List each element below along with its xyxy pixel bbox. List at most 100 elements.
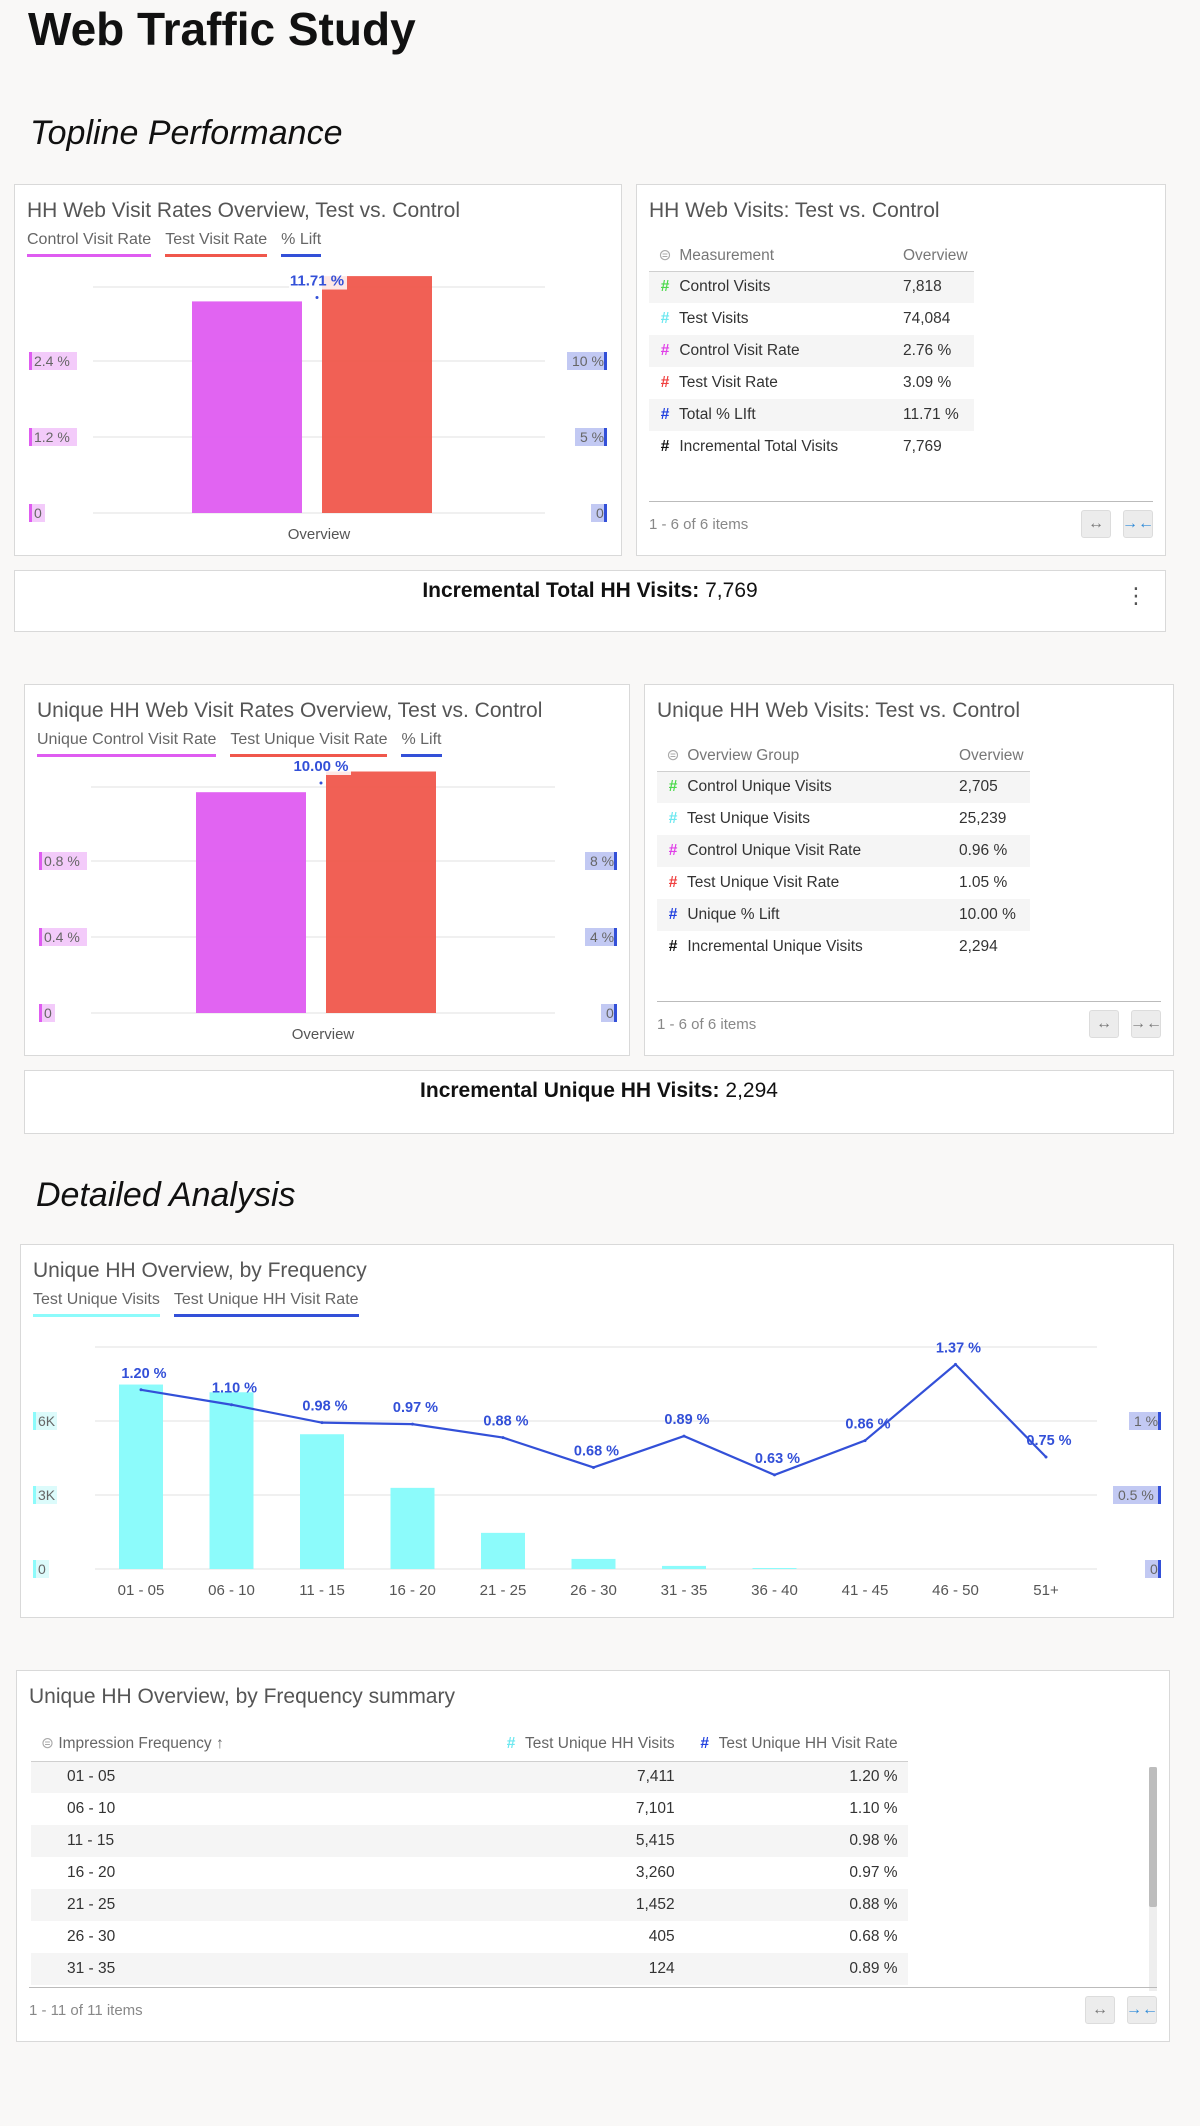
- table-row[interactable]: 26 - 30 405 0.68 %: [31, 1921, 908, 1953]
- hash-icon: #: [668, 842, 678, 859]
- unique-web-visits-table: ⊜ Overview Group Overview # Control Uniq…: [657, 741, 1030, 963]
- row-value: 7,818: [897, 271, 974, 303]
- chart-legend: Control Visit Rate Test Visit Rate % Lif…: [27, 231, 322, 257]
- table-row[interactable]: # Test Visit Rate 3.09 %: [649, 367, 974, 399]
- visit-rate-cell: 0.98 %: [684, 1825, 908, 1857]
- table-row[interactable]: # Incremental Unique Visits 2,294: [657, 931, 1030, 963]
- hash-icon: #: [668, 906, 678, 923]
- table-row[interactable]: 21 - 25 1,452 0.88 %: [31, 1889, 908, 1921]
- y-axis-tick-label: 3K: [38, 1487, 56, 1503]
- frequency-summary-table: ⊜ Impression Frequency ↑ # Test Unique H…: [31, 1727, 908, 1985]
- row-label: Total % LIft: [679, 406, 756, 423]
- expand-button[interactable]: ↔: [1081, 510, 1111, 538]
- pager-info: 1 - 11 of 11 items: [29, 2002, 143, 2019]
- row-label-cell: # Control Unique Visit Rate: [657, 835, 953, 867]
- frequency-cell: 31 - 35: [31, 1953, 491, 1985]
- axis-tick-marker: [33, 1560, 36, 1578]
- lift-label-bg: [289, 271, 347, 290]
- table-row[interactable]: 16 - 20 3,260 0.97 %: [31, 1857, 908, 1889]
- table-row[interactable]: # Test Unique Visits 25,239: [657, 803, 1030, 835]
- expand-button[interactable]: ↔: [1089, 1010, 1119, 1038]
- hash-icon: #: [660, 406, 670, 423]
- collapse-button[interactable]: →←: [1130, 1010, 1162, 1038]
- visit-rates-chart-card: HH Web Visit Rates Overview, Test vs. Co…: [14, 184, 622, 556]
- more-options-icon[interactable]: ⋮: [1125, 583, 1147, 608]
- collapse-button[interactable]: →←: [1126, 1996, 1158, 2024]
- x-axis-label: Overview: [288, 526, 351, 543]
- table-row[interactable]: 31 - 35 124 0.89 %: [31, 1953, 908, 1985]
- visits-cell: 5,415: [491, 1825, 685, 1857]
- lift-point: [319, 781, 323, 785]
- row-label-cell: # Total % LIft: [649, 399, 897, 431]
- bar-test-unique-visits: [300, 1434, 344, 1569]
- table-row[interactable]: 11 - 15 5,415 0.98 %: [31, 1825, 908, 1857]
- legend-item-test-unique-visit-rate[interactable]: Test Unique Visit Rate: [230, 731, 388, 757]
- y2-axis-tick-label: 10 %: [572, 353, 604, 369]
- line-point: [320, 1421, 324, 1425]
- section-title-topline: Topline Performance: [30, 114, 343, 152]
- table-row[interactable]: # Control Visit Rate 2.76 %: [649, 335, 974, 367]
- row-value: 11.71 %: [897, 399, 974, 431]
- table-row[interactable]: 06 - 10 7,101 1.10 %: [31, 1793, 908, 1825]
- row-value: 3.09 %: [903, 374, 952, 391]
- column-header-impression-frequency[interactable]: ⊜ Impression Frequency ↑: [31, 1727, 491, 1762]
- legend-item-test-unique-hh-visit-rate[interactable]: Test Unique HH Visit Rate: [173, 1291, 359, 1317]
- column-header-test-unique-hh-visit-rate[interactable]: # Test Unique HH Visit Rate: [684, 1727, 908, 1762]
- table-row[interactable]: # Test Unique Visit Rate 1.05 %: [657, 867, 1030, 899]
- bar-test-unique-visits: [119, 1384, 163, 1569]
- visit-rate-cell: 1.10 %: [849, 1800, 898, 1817]
- axis-tick-marker: [39, 852, 42, 870]
- table-title: Unique HH Web Visits: Test vs. Control: [657, 699, 1020, 722]
- column-header-test-unique-hh-visits[interactable]: # Test Unique HH Visits: [491, 1727, 685, 1762]
- axis-tick-marker: [33, 1412, 36, 1430]
- scrollbar-thumb[interactable]: [1149, 1767, 1157, 1907]
- unique-web-visits-table-card: Unique HH Web Visits: Test vs. Control ⊜…: [644, 684, 1174, 1056]
- row-value: 2.76 %: [897, 335, 974, 367]
- legend-item-test-visit-rate[interactable]: Test Visit Rate: [165, 231, 268, 257]
- legend-item-test-unique-visits[interactable]: Test Unique Visits: [33, 1291, 160, 1317]
- line-data-label: 1.20 %: [121, 1366, 166, 1382]
- bar-test-unique-visits: [209, 1392, 254, 1569]
- hash-icon: #: [660, 278, 670, 296]
- axis-tick-bg: [585, 852, 617, 870]
- visit-rate-cell: 0.88 %: [684, 1889, 908, 1921]
- column-header-measurement[interactable]: ⊜ Measurement: [649, 241, 897, 272]
- column-header-overview[interactable]: Overview: [953, 741, 1030, 772]
- bar-test-unique-visits: [481, 1532, 525, 1569]
- x-axis-tick-label: 06 - 10: [208, 1582, 255, 1599]
- expand-button[interactable]: ↔: [1085, 1996, 1115, 2024]
- sort-ascending-icon[interactable]: ↑: [215, 1735, 224, 1753]
- table-row[interactable]: # Control Visits 7,818: [649, 271, 974, 303]
- hash-icon: #: [660, 374, 670, 391]
- axis-tick-marker: [614, 1004, 617, 1022]
- table-row[interactable]: # Test Visits 74,084: [649, 303, 974, 335]
- hash-icon: #: [660, 438, 670, 455]
- lift-label-bg: [293, 757, 351, 775]
- lift-data-label: 11.71 %: [290, 273, 344, 290]
- y-axis-tick-label: 0: [38, 1561, 46, 1577]
- bar-test: [326, 771, 436, 1013]
- axis-tick-marker: [1158, 1486, 1161, 1504]
- table-row[interactable]: # Control Unique Visits 2,705: [657, 771, 1030, 803]
- row-label: Control Unique Visits: [687, 778, 832, 796]
- table-row[interactable]: 01 - 05 7,411 1.20 %: [31, 1761, 908, 1793]
- table-row[interactable]: # Incremental Total Visits 7,769: [649, 431, 974, 463]
- table-row[interactable]: # Total % LIft 11.71 %: [649, 399, 974, 431]
- column-header-overview[interactable]: Overview: [897, 241, 974, 272]
- frequency-cell: 21 - 25: [31, 1889, 491, 1921]
- visits-cell: 1,452: [491, 1889, 685, 1921]
- table-row[interactable]: # Unique % Lift 10.00 %: [657, 899, 1030, 931]
- y2-axis-tick-label: 0: [606, 1005, 614, 1021]
- table-row[interactable]: # Control Unique Visit Rate 0.96 %: [657, 835, 1030, 867]
- legend-item-control-visit-rate[interactable]: Control Visit Rate: [27, 231, 152, 257]
- axis-tick-marker: [39, 928, 42, 946]
- column-header-overview-group[interactable]: ⊜ Overview Group: [657, 741, 953, 772]
- collapse-button[interactable]: →←: [1122, 510, 1154, 538]
- legend-item-unique-control-visit-rate[interactable]: Unique Control Visit Rate: [37, 731, 217, 757]
- legend-item-lift[interactable]: % Lift: [281, 231, 322, 257]
- axis-tick-marker: [29, 428, 32, 446]
- vertical-scrollbar[interactable]: [1149, 1767, 1157, 1991]
- legend-item-lift[interactable]: % Lift: [401, 731, 442, 757]
- y2-axis-tick-label: 1 %: [1134, 1413, 1158, 1429]
- hash-icon: #: [700, 1734, 709, 1752]
